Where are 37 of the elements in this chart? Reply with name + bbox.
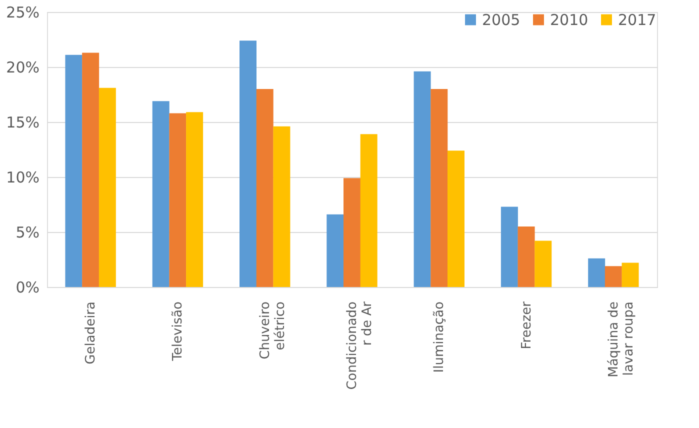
y-tick-label: 0% xyxy=(16,278,40,296)
y-tick-label: 5% xyxy=(16,224,40,242)
x-tick-label: Máquina de lavar roupa xyxy=(606,302,636,378)
x-tick-label: Condicionado r de Ar xyxy=(345,300,375,390)
x-tick-label: Televisão xyxy=(170,301,186,362)
bar xyxy=(256,89,274,287)
bar xyxy=(98,88,116,287)
x-tick-label: Freezer xyxy=(519,300,534,350)
legend-label: 2010 xyxy=(550,10,588,29)
bar xyxy=(604,266,622,287)
bar xyxy=(534,240,552,287)
y-tick-label: 25% xyxy=(6,4,40,22)
y-tick-label: 15% xyxy=(6,114,40,132)
bar xyxy=(152,101,170,287)
x-tick-label: Geladeira xyxy=(84,302,99,364)
bar xyxy=(344,178,360,287)
bar xyxy=(447,150,464,287)
legend-label: 2017 xyxy=(618,10,656,29)
legend-label: 2005 xyxy=(482,10,520,29)
bar xyxy=(360,134,378,287)
bar xyxy=(430,89,448,287)
bar xyxy=(240,40,257,287)
bar xyxy=(500,206,518,287)
bar xyxy=(518,226,535,287)
bar xyxy=(186,112,204,287)
bar xyxy=(326,214,344,287)
bar xyxy=(82,52,100,287)
bar xyxy=(65,54,82,287)
bar xyxy=(414,71,431,287)
y-tick-label: 10% xyxy=(6,168,40,186)
bar xyxy=(622,262,639,287)
bar xyxy=(169,113,186,287)
bar xyxy=(588,258,606,287)
bar xyxy=(273,126,290,287)
y-tick-label: 20% xyxy=(6,58,40,76)
x-tick-label: Iluminação xyxy=(432,301,448,373)
x-tick-label: Chuveiro elétrico xyxy=(258,301,288,360)
